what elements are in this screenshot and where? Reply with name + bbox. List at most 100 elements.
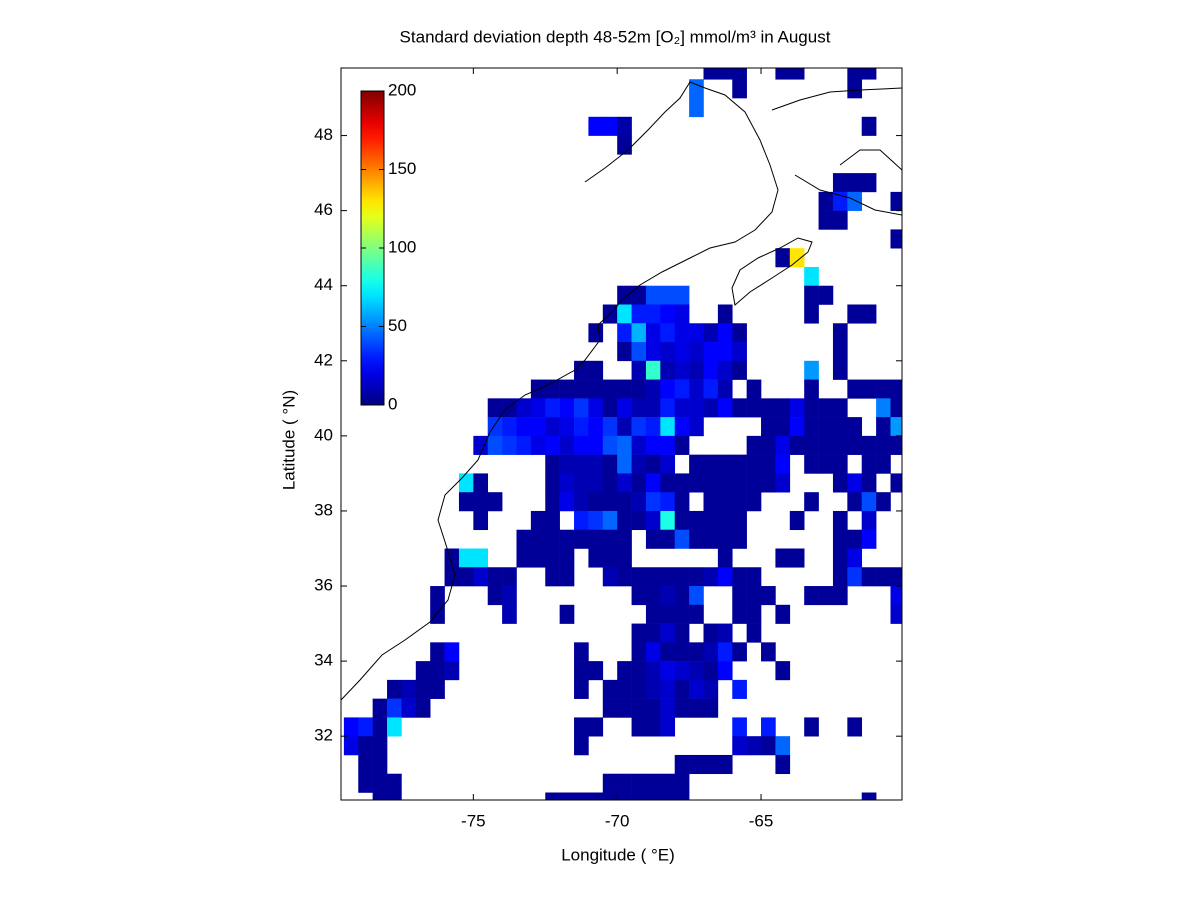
cell	[387, 717, 402, 737]
cell	[746, 586, 762, 606]
cell	[574, 492, 589, 512]
cell	[660, 698, 676, 718]
cell	[732, 642, 747, 662]
cell	[689, 567, 704, 587]
cell	[516, 398, 532, 418]
cell	[415, 679, 431, 699]
cell	[746, 567, 762, 587]
cell	[502, 417, 517, 437]
cell	[415, 698, 431, 718]
cell	[645, 342, 661, 362]
cell	[588, 492, 604, 512]
cell	[588, 454, 604, 474]
cell	[775, 417, 791, 437]
cell	[631, 360, 647, 380]
cell	[832, 398, 848, 418]
cell	[530, 510, 546, 531]
cell	[832, 360, 848, 380]
cell	[890, 417, 902, 437]
cell	[645, 510, 661, 531]
cell	[617, 529, 632, 549]
cell	[473, 492, 489, 512]
cell	[674, 473, 690, 493]
cell	[631, 773, 647, 793]
y-tick-label: 36	[314, 576, 333, 595]
cell	[847, 68, 863, 80]
cell	[559, 567, 575, 587]
cell	[343, 736, 359, 756]
cell	[617, 323, 632, 343]
cell	[674, 492, 690, 512]
x-axis-label: Longitude ( °E)	[561, 845, 675, 864]
cell	[660, 623, 676, 643]
cell	[818, 191, 834, 211]
cell	[861, 529, 877, 549]
cell	[660, 417, 676, 437]
colorbar-tick-label: 200	[388, 80, 416, 99]
cell	[545, 792, 560, 800]
cell	[645, 304, 661, 324]
cell	[861, 304, 877, 324]
cell	[617, 135, 632, 155]
cell	[660, 679, 676, 699]
cell	[502, 586, 517, 606]
y-tick-label: 34	[314, 651, 333, 670]
cell	[545, 548, 560, 568]
cell	[372, 717, 388, 737]
cell	[689, 473, 704, 493]
cell	[717, 342, 733, 362]
cell	[588, 661, 604, 681]
cell	[890, 473, 902, 493]
cell	[775, 68, 791, 80]
cell	[574, 679, 589, 699]
coast-path	[839, 149, 902, 171]
cell	[761, 717, 776, 737]
cell	[804, 398, 819, 418]
cell	[617, 792, 632, 800]
cell	[761, 736, 776, 756]
cell	[717, 379, 733, 399]
cell	[674, 417, 690, 437]
cell	[559, 435, 575, 455]
cell	[717, 473, 733, 493]
cell	[660, 604, 676, 624]
cell	[746, 473, 762, 493]
cell	[631, 792, 647, 800]
cell	[674, 342, 690, 362]
cell	[559, 529, 575, 549]
cell	[804, 360, 819, 380]
cell	[574, 398, 589, 418]
cell	[847, 529, 863, 549]
cell	[372, 754, 388, 775]
cell	[559, 492, 575, 512]
cell	[444, 661, 460, 681]
cell	[645, 417, 661, 437]
cell	[890, 191, 902, 211]
cell	[617, 304, 632, 324]
cell	[631, 435, 647, 455]
cell	[660, 304, 676, 324]
cell	[545, 529, 560, 549]
cell	[847, 492, 863, 512]
y-tick-label: 40	[314, 425, 333, 444]
cell	[703, 360, 719, 380]
cell	[703, 379, 719, 399]
cell	[602, 792, 618, 800]
cell	[645, 717, 661, 737]
colorbar-tick-label: 150	[388, 159, 416, 178]
cell	[832, 473, 848, 493]
cell	[387, 773, 402, 793]
cell	[789, 398, 805, 418]
cell	[689, 661, 704, 681]
cell	[645, 285, 661, 305]
cell	[631, 342, 647, 362]
cell	[689, 698, 704, 718]
cell	[847, 717, 863, 737]
cell	[804, 586, 819, 606]
cell	[660, 567, 676, 587]
cell	[574, 360, 589, 380]
cell	[689, 529, 704, 549]
cell	[487, 567, 503, 587]
cell	[674, 379, 690, 399]
